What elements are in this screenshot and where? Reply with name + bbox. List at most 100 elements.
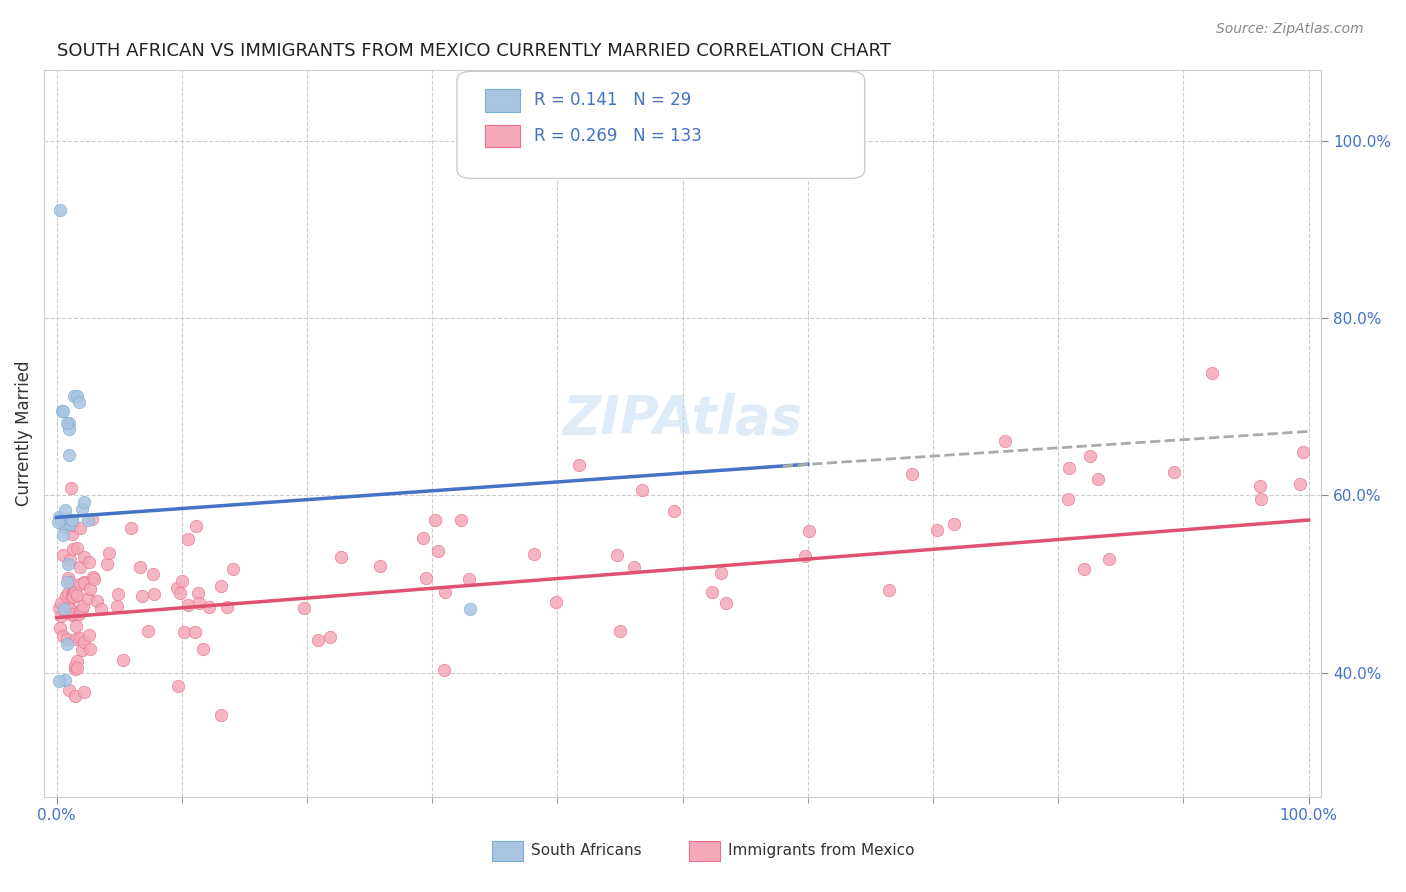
South Africans — [73, 495, 96, 509]
Immigrants from Mexico — [799, 524, 821, 538]
Immigrants from Mexico — [209, 707, 232, 722]
South Africans — [55, 637, 77, 651]
Immigrants from Mexico — [794, 549, 817, 563]
Immigrants from Mexico — [329, 550, 352, 565]
Immigrants from Mexico — [1201, 366, 1223, 380]
Immigrants from Mexico — [58, 571, 80, 585]
Immigrants from Mexico — [69, 559, 91, 574]
South Africans — [60, 513, 83, 527]
Text: R = 0.269   N = 133: R = 0.269 N = 133 — [534, 127, 702, 145]
South Africans — [77, 513, 100, 527]
Immigrants from Mexico — [56, 512, 79, 526]
Immigrants from Mexico — [714, 596, 737, 610]
Immigrants from Mexico — [136, 624, 159, 638]
Immigrants from Mexico — [166, 581, 188, 595]
Immigrants from Mexico — [65, 689, 87, 703]
Immigrants from Mexico — [60, 587, 83, 601]
Immigrants from Mexico — [630, 483, 652, 497]
Immigrants from Mexico — [877, 583, 900, 598]
Immigrants from Mexico — [105, 599, 128, 613]
Immigrants from Mexico — [217, 600, 239, 615]
Immigrants from Mexico — [66, 661, 89, 675]
Immigrants from Mexico — [58, 553, 80, 567]
Immigrants from Mexico — [62, 607, 84, 621]
Immigrants from Mexico — [143, 587, 166, 601]
Immigrants from Mexico — [606, 548, 628, 562]
Immigrants from Mexico — [73, 549, 96, 564]
Immigrants from Mexico — [710, 566, 733, 580]
Immigrants from Mexico — [901, 467, 924, 481]
Immigrants from Mexico — [58, 683, 80, 698]
Y-axis label: Currently Married: Currently Married — [15, 360, 32, 506]
South Africans — [55, 503, 77, 517]
Immigrants from Mexico — [120, 521, 142, 535]
South Africans — [66, 389, 89, 403]
Immigrants from Mexico — [79, 641, 101, 656]
Text: ZIPAtlas: ZIPAtlas — [562, 392, 803, 444]
Immigrants from Mexico — [1163, 465, 1185, 479]
Immigrants from Mexico — [994, 434, 1017, 448]
Immigrants from Mexico — [67, 607, 90, 622]
Immigrants from Mexico — [58, 602, 80, 616]
Immigrants from Mexico — [60, 608, 83, 623]
South Africans — [67, 395, 90, 409]
Immigrants from Mexico — [187, 586, 209, 600]
South Africans — [58, 416, 80, 430]
Immigrants from Mexico — [62, 542, 84, 557]
Immigrants from Mexico — [131, 589, 153, 603]
Immigrants from Mexico — [72, 602, 94, 616]
Immigrants from Mexico — [546, 595, 568, 609]
South Africans — [53, 601, 76, 615]
Immigrants from Mexico — [107, 587, 129, 601]
Immigrants from Mexico — [925, 523, 948, 537]
Immigrants from Mexico — [66, 588, 89, 602]
Immigrants from Mexico — [307, 633, 329, 648]
Immigrants from Mexico — [173, 625, 195, 640]
Immigrants from Mexico — [48, 600, 70, 615]
Immigrants from Mexico — [1098, 552, 1121, 566]
Immigrants from Mexico — [97, 546, 120, 560]
Immigrants from Mexico — [177, 532, 200, 546]
Immigrants from Mexico — [62, 517, 84, 532]
South Africans — [53, 519, 76, 533]
Immigrants from Mexico — [55, 590, 77, 604]
Immigrants from Mexico — [60, 526, 83, 541]
Immigrants from Mexico — [1080, 449, 1102, 463]
Immigrants from Mexico — [73, 576, 96, 591]
Text: Immigrants from Mexico: Immigrants from Mexico — [728, 844, 915, 858]
South Africans — [55, 416, 77, 430]
Immigrants from Mexico — [69, 604, 91, 618]
Immigrants from Mexico — [426, 544, 449, 558]
South Africans — [63, 389, 86, 403]
Immigrants from Mexico — [1249, 479, 1271, 493]
South Africans — [49, 202, 72, 217]
Immigrants from Mexico — [62, 588, 84, 602]
Immigrants from Mexico — [412, 531, 434, 545]
South Africans — [52, 528, 75, 542]
Immigrants from Mexico — [82, 570, 104, 584]
Immigrants from Mexico — [49, 621, 72, 635]
Text: South Africans: South Africans — [531, 844, 643, 858]
Immigrants from Mexico — [568, 458, 591, 472]
South Africans — [49, 513, 72, 527]
Immigrants from Mexico — [56, 586, 79, 600]
Immigrants from Mexico — [1289, 476, 1312, 491]
South Africans — [58, 448, 80, 462]
Immigrants from Mexico — [83, 573, 105, 587]
Immigrants from Mexico — [79, 582, 101, 596]
Immigrants from Mexico — [1057, 460, 1080, 475]
Immigrants from Mexico — [77, 628, 100, 642]
Immigrants from Mexico — [166, 680, 188, 694]
Immigrants from Mexico — [425, 513, 447, 527]
Immigrants from Mexico — [63, 662, 86, 676]
Immigrants from Mexico — [59, 575, 82, 590]
Immigrants from Mexico — [58, 600, 80, 615]
Immigrants from Mexico — [90, 602, 112, 616]
Immigrants from Mexico — [62, 588, 84, 602]
South Africans — [70, 501, 93, 516]
Immigrants from Mexico — [177, 598, 200, 612]
Immigrants from Mexico — [52, 629, 75, 643]
Text: Source: ZipAtlas.com: Source: ZipAtlas.com — [1216, 22, 1364, 37]
Immigrants from Mexico — [209, 579, 232, 593]
Immigrants from Mexico — [198, 599, 221, 614]
